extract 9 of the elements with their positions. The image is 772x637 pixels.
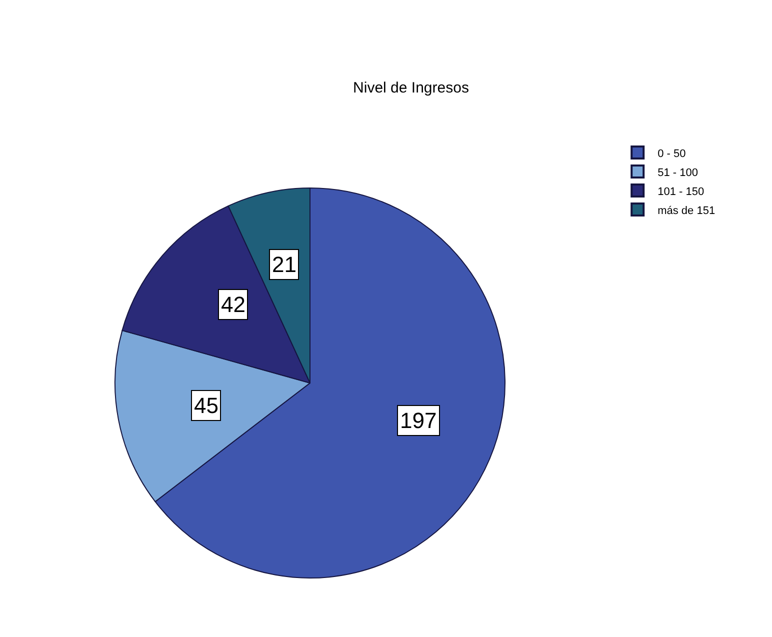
data-label: 45 — [194, 393, 218, 418]
legend-label: 101 - 150 — [658, 186, 704, 198]
chart-title: Nivel de Ingresos — [353, 79, 469, 96]
data-label: 197 — [400, 408, 437, 433]
data-label: 21 — [272, 252, 296, 277]
legend-label: 51 - 100 — [658, 166, 698, 179]
legend-label: 0 - 50 — [658, 148, 686, 160]
data-label: 42 — [221, 292, 246, 317]
legend-label: más de 151 — [658, 204, 716, 217]
